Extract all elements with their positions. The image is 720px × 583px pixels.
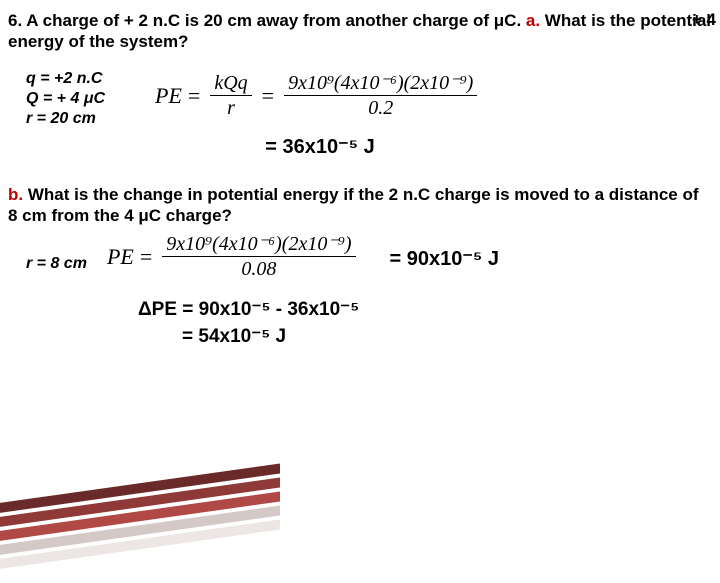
pe-symbol-b: PE [107,243,134,271]
slide-content: 6. A charge of + 2 n.C is 20 cm away fro… [0,0,720,360]
given-r: r = 20 cm [26,109,105,129]
frac-den-a: 0.2 [364,96,397,120]
stripe-5 [0,520,280,575]
formula-row-a: q = +2 n.C Q = + 4 μC r = 20 cm PE = kQq… [8,53,712,129]
part-a-label: a. [526,11,540,30]
given-q: q = +2 n.C [26,69,105,89]
stripe-1 [0,464,280,519]
pe-symbol: PE [155,82,182,110]
givens-b: r = 8 cm [26,254,87,274]
frac-num-b: 9x10⁹(4x10⁻⁶)(2x10⁻⁹) [162,232,355,257]
question-body-1: A charge of + 2 n.C is 20 cm away from a… [22,11,526,30]
frac-values-b: 9x10⁹(4x10⁻⁶)(2x10⁻⁹) 0.08 [162,232,355,281]
part-b-text: What is the change in potential energy i… [8,185,699,225]
part-b-question: b. What is the change in potential energ… [8,184,712,227]
formula-row-b: r = 8 cm PE = 9x10⁹(4x10⁻⁶)(2x10⁻⁹) 0.08… [8,232,712,281]
stripe-4 [0,506,280,561]
formula-a: PE = kQq r = 9x10⁹(4x10⁻⁶)(2x10⁻⁹) 0.2 [155,71,481,120]
question-number: 6. [8,11,22,30]
given-Q: Q = + 4 μC [26,89,105,109]
result-a: = 36x10⁻⁵ J [0,135,712,160]
result-b: = 90x10⁻⁵ J [390,247,499,272]
delta-pe-line1: ΔPE = 90x10⁻⁵ - 36x10⁻⁵ [138,297,712,324]
formula-b: PE = 9x10⁹(4x10⁻⁶)(2x10⁻⁹) 0.08 [107,232,360,281]
frac-den-r: r [223,96,239,120]
part-b-label: b. [8,185,23,204]
givens-a: q = +2 n.C Q = + 4 μC r = 20 cm [26,69,105,129]
question-text: 6. A charge of + 2 n.C is 20 cm away fro… [8,10,712,53]
frac-num-kqq: kQq [210,71,251,96]
frac-values-a: 9x10⁹(4x10⁻⁶)(2x10⁻⁹) 0.2 [284,71,477,120]
stripe-2 [0,478,280,533]
frac-kqq-r: kQq r [210,71,251,120]
delta-pe: ΔPE = 90x10⁻⁵ - 36x10⁻⁵ = 54x10⁻⁵ J [138,297,712,350]
decorative-stripes [0,418,280,583]
frac-num-a: 9x10⁹(4x10⁻⁶)(2x10⁻⁹) [284,71,477,96]
stripe-3 [0,492,280,547]
side-note: + 4 [692,10,716,30]
frac-den-b: 0.08 [237,257,280,281]
delta-pe-line2: = 54x10⁻⁵ J [182,324,712,351]
